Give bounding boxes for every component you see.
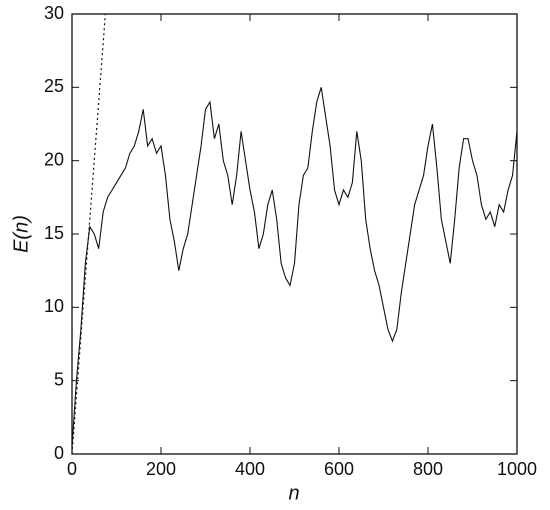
x-tick-label: 200 <box>146 459 176 479</box>
data-line <box>72 14 106 454</box>
x-tick-label: 600 <box>324 459 354 479</box>
y-tick-label: 15 <box>44 223 64 243</box>
y-tick-label: 0 <box>54 443 64 463</box>
data-line <box>72 87 517 447</box>
y-tick-label: 30 <box>44 3 64 23</box>
x-tick-label: 800 <box>413 459 443 479</box>
y-tick-label: 5 <box>54 369 64 389</box>
y-tick-label: 10 <box>44 296 64 316</box>
y-tick-label: 20 <box>44 149 64 169</box>
x-tick-label: 400 <box>235 459 265 479</box>
x-axis-label: n <box>288 482 299 504</box>
y-tick-label: 25 <box>44 76 64 96</box>
x-tick-label: 0 <box>67 459 77 479</box>
y-axis-label: E(n) <box>10 215 32 253</box>
plot-frame <box>71 13 518 455</box>
x-tick-label: 1000 <box>497 459 537 479</box>
